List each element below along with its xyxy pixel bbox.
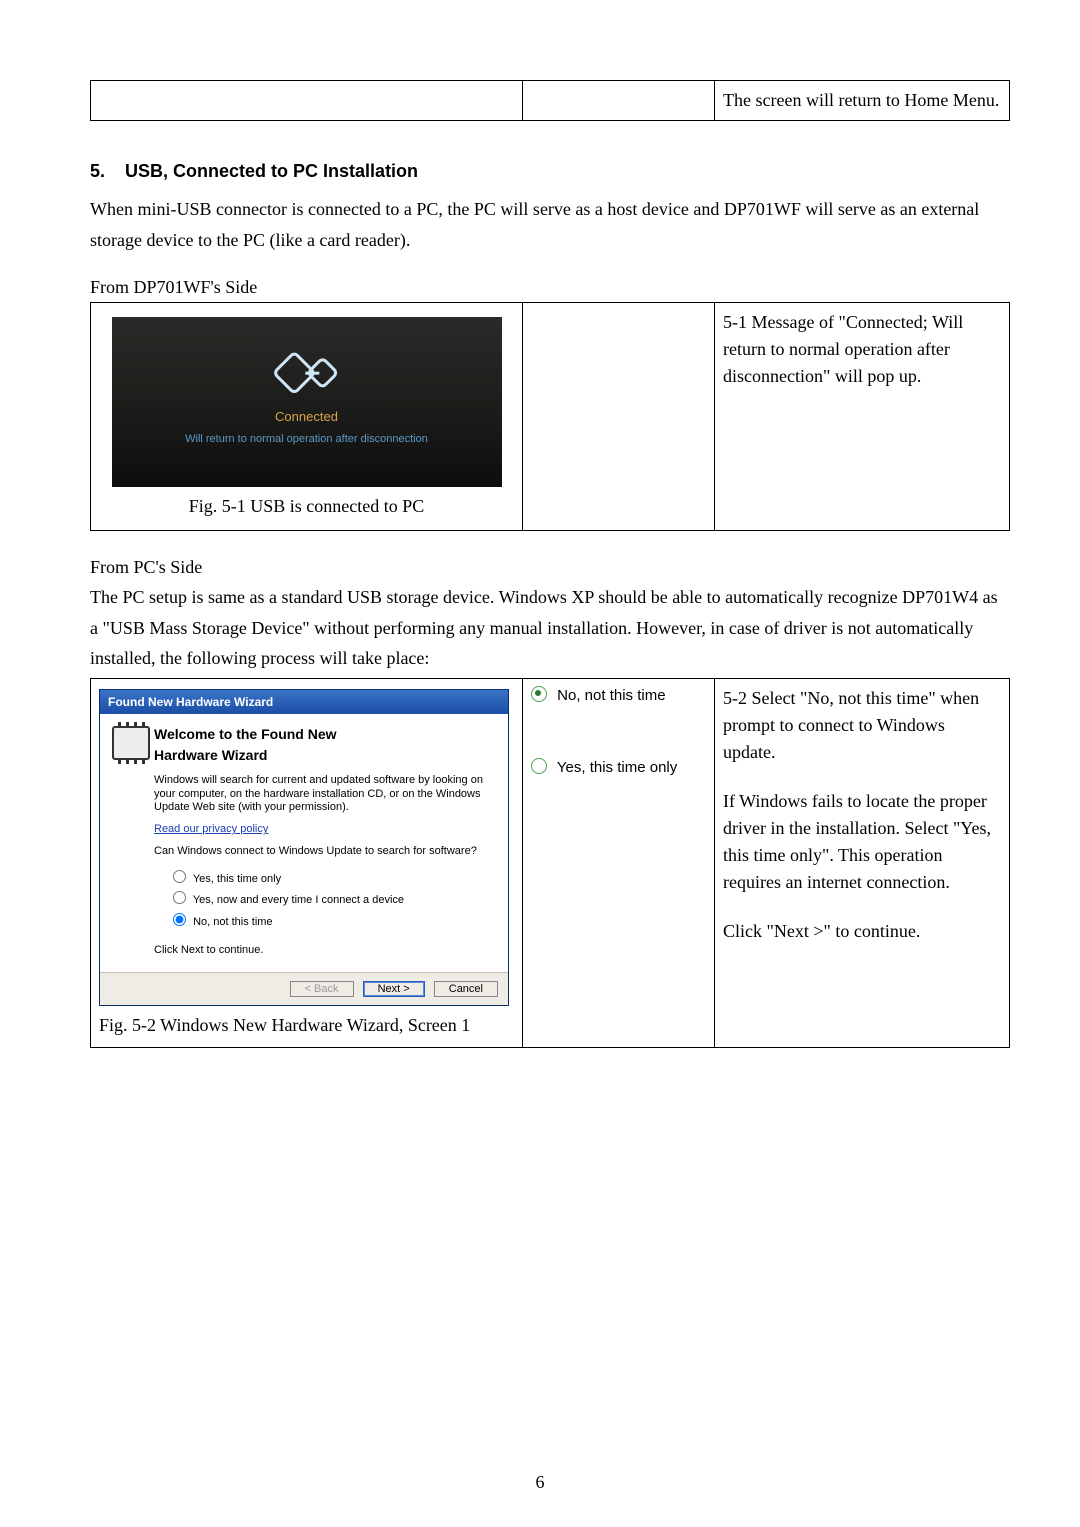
heading-number: 5.: [90, 161, 105, 181]
radio-dot-empty-icon: [531, 758, 547, 774]
heading-text: USB, Connected to PC Installation: [125, 161, 418, 181]
wizard-click-next: Click Next to continue.: [154, 944, 496, 958]
right-text-a: 5-2 Select "No, not this time" when prom…: [723, 685, 1001, 766]
top-return-box: The screen will return to Home Menu.: [90, 80, 1010, 121]
next-button[interactable]: Next >: [363, 981, 425, 997]
wizard-heading: Welcome to the Found New Hardware Wizard: [154, 724, 496, 766]
radio-yes-this-time: Yes, this time only: [531, 757, 706, 780]
wizard-cell: Found New Hardware Wizard Welcome to the…: [91, 678, 523, 1048]
from-device-side-heading: From DP701WF's Side: [90, 277, 1010, 298]
device-side-table: Connected Will return to normal operatio…: [90, 302, 1010, 531]
section-5-intro: When mini-USB connector is connected to …: [90, 194, 1010, 255]
fig-5-2-caption: Fig. 5-2 Windows New Hardware Wizard, Sc…: [99, 1012, 514, 1039]
from-pc-side-para: The PC setup is same as a standard USB s…: [90, 582, 1010, 674]
radio-dot-selected-icon: [531, 686, 547, 702]
right-text-c: Click "Next >" to continue.: [723, 918, 1001, 945]
top-left: [91, 81, 523, 121]
privacy-link[interactable]: Read our privacy policy: [154, 823, 268, 835]
wizard-right-text: 5-2 Select "No, not this time" when prom…: [715, 678, 1010, 1048]
opt-yes-this-time[interactable]: Yes, this time only: [168, 867, 496, 888]
from-pc-side-heading: From PC's Side: [90, 557, 1010, 578]
back-button: < Back: [290, 981, 354, 997]
opt-yes-every-time[interactable]: Yes, now and every time I connect a devi…: [168, 888, 496, 909]
wizard-row-table: Found New Hardware Wizard Welcome to the…: [90, 678, 1010, 1049]
top-mid: [523, 81, 715, 121]
hardware-chip-icon: [112, 724, 154, 966]
wizard-titlebar: Found New Hardware Wizard: [100, 690, 508, 714]
radio-no-not-this-time: No, not this time: [531, 685, 706, 708]
usb-icon: [274, 338, 339, 403]
page-number: 6: [0, 1472, 1080, 1493]
device-connected-shot: Connected Will return to normal operatio…: [112, 317, 502, 487]
device-shot-cell: Connected Will return to normal operatio…: [91, 303, 523, 531]
found-new-hardware-wizard: Found New Hardware Wizard Welcome to the…: [99, 689, 509, 1007]
device-mid: [523, 303, 715, 531]
opt-no-not-this-time[interactable]: No, not this time: [168, 910, 496, 931]
right-text-b: If Windows fails to locate the proper dr…: [723, 788, 1001, 896]
top-right: The screen will return to Home Menu.: [715, 81, 1010, 121]
device-right-text: 5-1 Message of "Connected; Will return t…: [715, 303, 1010, 531]
wizard-question: Can Windows connect to Windows Update to…: [154, 845, 496, 859]
fig-5-1-caption: Fig. 5-1 USB is connected to PC: [99, 493, 514, 520]
cancel-button[interactable]: Cancel: [434, 981, 498, 997]
wizard-desc: Windows will search for current and upda…: [154, 774, 496, 815]
section-5-heading: 5. USB, Connected to PC Installation: [90, 161, 1010, 182]
wizard-options: Yes, this time only Yes, now and every t…: [168, 867, 496, 931]
device-return-label: Will return to normal operation after di…: [112, 431, 502, 448]
wizard-mid: No, not this time Yes, this time only: [523, 678, 715, 1048]
wizard-buttons: < Back Next > Cancel: [100, 972, 508, 1006]
device-connected-label: Connected: [112, 407, 502, 427]
